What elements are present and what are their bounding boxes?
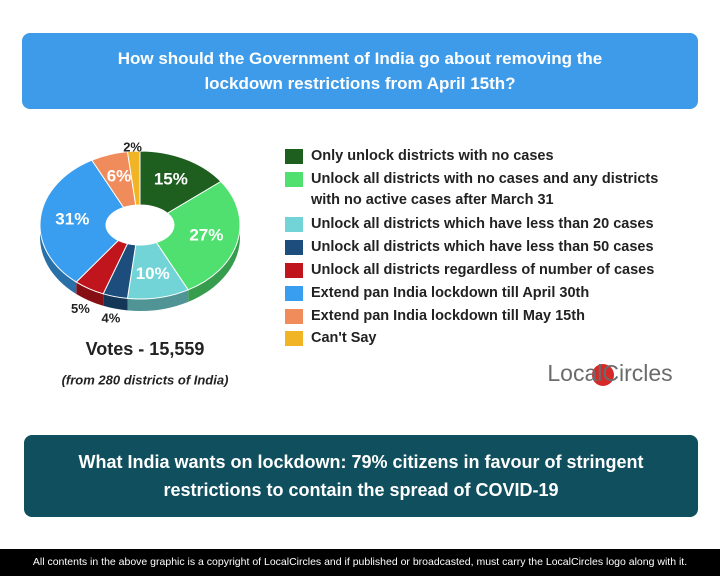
logo-pin: [592, 364, 614, 386]
legend-swatch: [285, 309, 303, 324]
legend-entry: Unlock all districts which have less tha…: [285, 237, 685, 258]
legend-entry: Extend pan India lockdown till May 15th: [285, 306, 685, 327]
legend-entry: Unlock all districts regardless of numbe…: [285, 260, 685, 281]
legend-swatch: [285, 217, 303, 232]
legend-label: Unlock all districts regardless of numbe…: [311, 262, 655, 278]
legend-swatch: [285, 240, 303, 255]
value-label: 27%: [189, 225, 223, 244]
question-banner: How should the Government of India go ab…: [22, 33, 698, 109]
legend-entry: Unlock all districts with no cases and a…: [285, 169, 685, 211]
value-label: 6%: [107, 167, 132, 186]
slice: [139, 150, 222, 214]
slice: [155, 180, 241, 291]
value-label: 5%: [71, 301, 90, 316]
value-label: 31%: [55, 210, 89, 229]
legend-entry: Can't Say: [285, 328, 685, 349]
legend-entry: Extend pan India lockdown till April 30t…: [285, 283, 685, 304]
conclusion-banner: What India wants on lockdown: 79% citize…: [24, 435, 698, 517]
subtitle: (from 280 districts of India): [62, 372, 229, 387]
logo: LocalCircles: [547, 360, 672, 386]
slices: [39, 150, 241, 311]
legend-label: Extend pan India lockdown till April 30t…: [311, 285, 590, 301]
slice: [39, 159, 125, 283]
value-label: 4%: [102, 310, 121, 325]
legend-swatch: [285, 263, 303, 278]
slice-side: [188, 181, 240, 302]
slice-side: [76, 282, 104, 306]
votes: Votes - 15,559: [86, 339, 205, 359]
legend-label: Can't Say: [311, 330, 377, 346]
value-label: 2%: [123, 139, 142, 154]
legend-entry: Only unlock districts with no cases: [285, 146, 685, 167]
legend-label: Unlock all districts with no cases and a…: [311, 171, 659, 208]
legend-label: Extend pan India lockdown till May 15th: [311, 308, 585, 324]
legend-swatch: [285, 331, 303, 346]
legend-label: Unlock all districts which have less tha…: [311, 239, 654, 255]
slice: [126, 150, 141, 206]
legend-swatch: [285, 149, 303, 164]
copyright: All contents in the above graphic is a c…: [0, 549, 720, 576]
value-label: 10%: [136, 264, 170, 283]
legend-swatch: [285, 172, 303, 187]
legend-label: Only unlock districts with no cases: [311, 148, 554, 164]
legend-label: Unlock all districts which have less tha…: [311, 216, 654, 232]
value-label: 15%: [154, 170, 188, 189]
legend-swatch: [285, 286, 303, 301]
conclusion: What India wants on lockdown: 79% citize…: [78, 452, 644, 500]
legend-entry: Unlock all districts which have less tha…: [285, 214, 685, 235]
question: How should the Government of India go ab…: [117, 49, 603, 93]
